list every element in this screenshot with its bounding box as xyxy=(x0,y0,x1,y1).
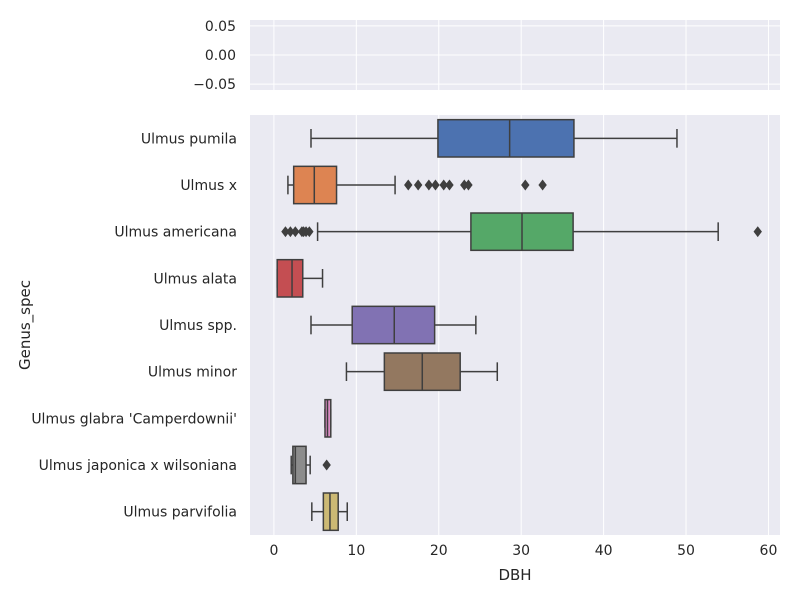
box-group: Ulmus parvifolia xyxy=(123,492,349,532)
outlier-point xyxy=(305,226,314,238)
box-group: Ulmus japonica x wilsoniana xyxy=(39,445,331,485)
outlier-point xyxy=(464,179,473,191)
outlier-point xyxy=(286,226,295,238)
outlier-point xyxy=(404,179,413,191)
x-tick-label: 10 xyxy=(347,543,365,559)
outlier-point xyxy=(413,179,423,191)
x-tick-label: 20 xyxy=(430,543,448,559)
y-tick-label: Ulmus japonica x wilsoniana xyxy=(39,458,237,474)
y-tick-label: Ulmus americana xyxy=(114,225,237,241)
box-group: Ulmus pumila xyxy=(141,118,678,158)
box xyxy=(292,445,307,485)
box-group: Ulmus glabra 'Camperdownii' xyxy=(31,398,332,438)
y-tick-label: Ulmus spp. xyxy=(159,318,237,334)
outlier-point xyxy=(431,179,440,191)
outlier-point xyxy=(445,179,454,191)
outlier-point xyxy=(424,179,434,191)
x-tick-label: 60 xyxy=(760,543,778,559)
box xyxy=(437,118,575,158)
box xyxy=(351,305,436,345)
top-y-tick-label: 0.00 xyxy=(205,48,236,64)
outlier-point xyxy=(439,179,448,191)
box-group: Ulmus x xyxy=(180,165,547,205)
box xyxy=(322,492,339,532)
top-y-tick-label: 0.05 xyxy=(205,19,236,35)
y-tick-label: Ulmus pumila xyxy=(141,131,237,147)
outlier-point xyxy=(538,179,547,191)
outlier-point xyxy=(521,179,530,191)
outlier-point xyxy=(281,226,290,238)
y-tick-label: Ulmus alata xyxy=(153,271,237,287)
outlier-point xyxy=(322,459,331,471)
box xyxy=(276,258,304,298)
outlier-point xyxy=(291,226,300,238)
y-tick-label: Ulmus x xyxy=(180,178,237,194)
y-tick-label: Ulmus parvifolia xyxy=(123,505,237,521)
boxplot-panel: 0 10 20 30 40 50 60 Ulmus pumila Ulmus x Ulmus am… xyxy=(31,115,780,559)
box-group: Ulmus spp. xyxy=(159,305,477,345)
box-group: Ulmus alata xyxy=(153,258,324,298)
y-tick-label: Ulmus minor xyxy=(148,365,237,381)
y-tick-label: Ulmus glabra 'Camperdownii' xyxy=(31,411,237,427)
top-y-tick-label: −0.05 xyxy=(193,77,236,93)
x-tick-label: 30 xyxy=(512,543,530,559)
x-axis-label: DBH xyxy=(498,566,531,584)
y-axis-label: Genus_spec xyxy=(16,280,35,370)
top-panel: 0.05 0.00 −0.05 xyxy=(193,19,780,93)
outlier-point xyxy=(753,226,762,238)
x-tick-label: 0 xyxy=(269,543,278,559)
x-tick-label: 50 xyxy=(677,543,695,559)
box-group: Ulmus minor xyxy=(148,352,499,392)
x-tick-label: 40 xyxy=(595,543,613,559)
box-group: Ulmus americana xyxy=(114,212,762,252)
box xyxy=(292,165,338,205)
